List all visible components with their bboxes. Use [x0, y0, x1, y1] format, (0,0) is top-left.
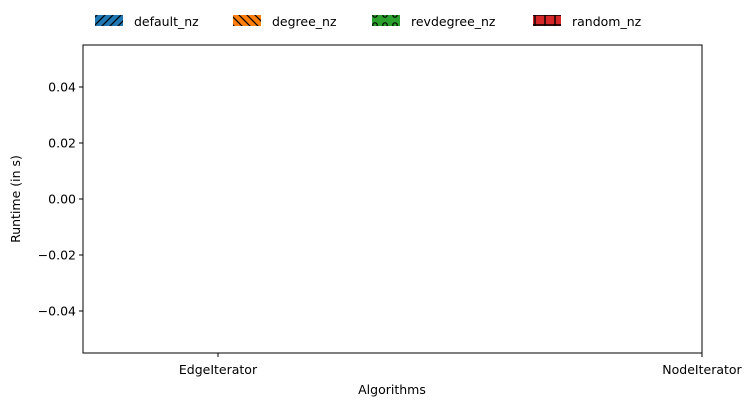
legend-label: degree_nz — [272, 14, 337, 29]
legend-swatch-hatch — [233, 15, 261, 26]
y-tick-label: −0.04 — [38, 304, 76, 319]
x-tick-label: EdgeIterator — [179, 362, 258, 377]
y-axis: −0.04 −0.02 0.00 0.02 0.04 — [38, 80, 83, 319]
x-axis-label: Algorithms — [358, 382, 426, 397]
y-tick-label: 0.02 — [48, 136, 76, 151]
legend: default_nz degree_nz revdegree_nz random_nz — [95, 14, 642, 29]
legend-swatch-hatch — [533, 15, 561, 26]
legend-item-random_nz: random_nz — [533, 14, 642, 29]
y-axis-label: Runtime (in s) — [8, 155, 23, 243]
x-tick-label: NodeIterator — [662, 362, 742, 377]
plot-area — [83, 45, 702, 353]
legend-label: random_nz — [572, 14, 642, 29]
y-tick-label: 0.04 — [48, 80, 76, 95]
legend-label: revdegree_nz — [411, 14, 496, 29]
legend-swatch-hatch — [372, 15, 400, 26]
legend-label: default_nz — [134, 14, 199, 29]
y-tick-label: −0.02 — [38, 248, 76, 263]
legend-item-degree_nz: degree_nz — [233, 14, 337, 29]
legend-item-revdegree_nz: revdegree_nz — [372, 14, 496, 29]
x-axis: EdgeIterator NodeIterator — [179, 353, 743, 377]
legend-item-default_nz: default_nz — [95, 14, 199, 29]
legend-swatch-hatch — [95, 15, 123, 26]
y-tick-label: 0.00 — [48, 192, 76, 207]
